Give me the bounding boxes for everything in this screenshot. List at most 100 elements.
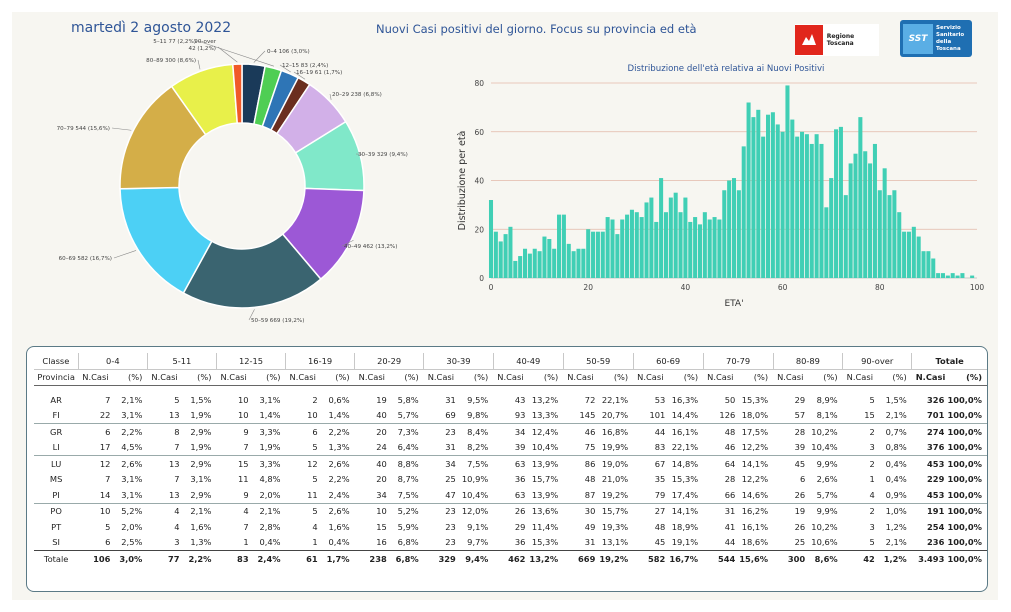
histogram-bar[interactable] (566, 243, 571, 278)
histogram-bar[interactable] (829, 178, 834, 278)
histogram-bar[interactable] (600, 231, 605, 278)
histogram-bar[interactable] (532, 248, 537, 278)
histogram-bar[interactable] (673, 192, 678, 278)
histogram-bar[interactable] (819, 143, 824, 278)
histogram-bar[interactable] (678, 212, 683, 278)
histogram-bar[interactable] (702, 212, 707, 278)
histogram-bar[interactable] (576, 248, 581, 278)
histogram-bar[interactable] (940, 273, 946, 278)
histogram-bar[interactable] (620, 219, 625, 279)
histogram-bar[interactable] (697, 224, 703, 278)
histogram-bar[interactable] (639, 217, 644, 278)
histogram-bar[interactable] (931, 258, 936, 279)
histogram-bar[interactable] (897, 212, 902, 278)
histogram-bar[interactable] (838, 126, 843, 278)
histogram-bar[interactable] (916, 236, 921, 278)
histogram-bar[interactable] (503, 234, 508, 278)
histogram-bar[interactable] (595, 231, 600, 278)
histogram-bar[interactable] (843, 195, 848, 278)
histogram-bar[interactable] (887, 195, 892, 278)
histogram-bar[interactable] (663, 212, 668, 278)
histogram-bar[interactable] (785, 85, 790, 278)
histogram-bar[interactable] (586, 229, 591, 278)
histogram-bar[interactable] (615, 234, 620, 278)
histogram-bar[interactable] (824, 207, 829, 278)
histogram-bar[interactable] (741, 146, 746, 278)
histogram-bar[interactable] (527, 253, 532, 278)
histogram-bar[interactable] (488, 200, 494, 278)
histogram-bar[interactable] (707, 219, 712, 279)
histogram-bar[interactable] (775, 124, 780, 278)
histogram-bar[interactable] (688, 221, 693, 278)
histogram-bar[interactable] (834, 129, 839, 278)
histogram-bar[interactable] (945, 275, 950, 278)
histogram-bar[interactable] (625, 214, 630, 278)
histogram-bar[interactable] (955, 275, 960, 278)
histogram-bar[interactable] (513, 260, 518, 278)
histogram-bar[interactable] (872, 143, 877, 278)
histogram-bar[interactable] (853, 153, 858, 278)
histogram-bar[interactable] (571, 251, 576, 278)
histogram-bar[interactable] (717, 219, 722, 279)
histogram-bar[interactable] (654, 221, 659, 278)
histogram-bar[interactable] (498, 241, 503, 278)
histogram-bar[interactable] (731, 178, 737, 278)
histogram-bar[interactable] (809, 143, 814, 278)
histogram-bar[interactable] (693, 217, 698, 278)
histogram-bar[interactable] (814, 134, 819, 278)
histogram-bar[interactable] (858, 117, 863, 278)
histogram-bar[interactable] (659, 178, 664, 278)
histogram-bar[interactable] (591, 231, 596, 278)
histogram-bar[interactable] (649, 197, 654, 278)
donut-slice-90-over[interactable] (231, 63, 243, 124)
histogram-bar[interactable] (561, 214, 566, 278)
histogram-bar[interactable] (800, 131, 805, 278)
histogram-bar[interactable] (877, 190, 882, 278)
histogram-bar[interactable] (508, 226, 513, 278)
histogram-bar[interactable] (765, 114, 771, 278)
histogram-bar[interactable] (605, 217, 610, 278)
histogram-bar[interactable] (610, 219, 615, 279)
histogram-bar[interactable] (936, 273, 941, 278)
histogram-bar[interactable] (868, 163, 873, 278)
histogram-bar[interactable] (634, 212, 639, 278)
histogram-bar[interactable] (493, 231, 498, 278)
histogram-bar[interactable] (547, 239, 552, 278)
histogram-bar[interactable] (751, 117, 756, 278)
histogram-bar[interactable] (756, 109, 761, 278)
histogram-bar[interactable] (736, 190, 741, 278)
histogram-bar[interactable] (921, 251, 926, 278)
histogram-bar[interactable] (727, 180, 732, 279)
histogram-bar[interactable] (668, 197, 673, 278)
histogram-bar[interactable] (882, 168, 887, 278)
histogram-bar[interactable] (911, 226, 916, 278)
histogram-bar[interactable] (902, 231, 907, 278)
histogram-bar[interactable] (863, 151, 868, 278)
histogram-bar[interactable] (581, 248, 586, 278)
histogram-bar[interactable] (557, 214, 562, 278)
histogram-bar[interactable] (770, 112, 775, 278)
histogram-bar[interactable] (970, 275, 975, 278)
histogram-bar[interactable] (644, 202, 649, 278)
histogram-bar[interactable] (746, 102, 751, 279)
histogram-bar[interactable] (542, 236, 547, 278)
histogram-bar[interactable] (960, 273, 965, 278)
histogram-bar[interactable] (722, 190, 727, 278)
histogram-bar[interactable] (790, 119, 795, 278)
histogram-bar[interactable] (761, 136, 766, 278)
histogram-bar[interactable] (518, 256, 523, 278)
histogram-bar[interactable] (795, 136, 800, 278)
histogram-bar[interactable] (780, 131, 785, 278)
histogram-bar[interactable] (629, 209, 634, 278)
histogram-bar[interactable] (537, 251, 542, 278)
histogram-bar[interactable] (926, 251, 931, 278)
histogram-bar[interactable] (950, 273, 955, 278)
histogram-bar[interactable] (848, 163, 853, 278)
histogram-bar[interactable] (712, 217, 717, 278)
histogram-bar[interactable] (906, 231, 911, 278)
histogram-bar[interactable] (804, 134, 809, 278)
histogram-bar[interactable] (522, 248, 528, 278)
histogram-bar[interactable] (552, 248, 557, 278)
histogram-bar[interactable] (683, 197, 688, 278)
histogram-bar[interactable] (892, 190, 897, 278)
